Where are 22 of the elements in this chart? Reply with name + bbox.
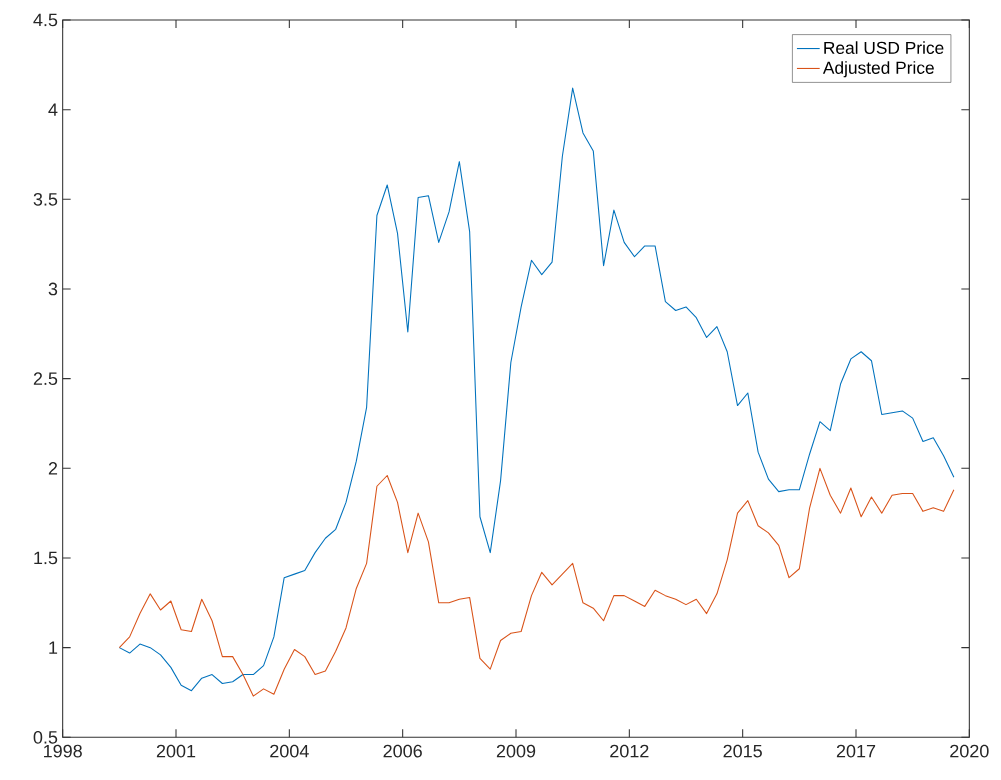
x-tick-label: 2009	[496, 744, 536, 758]
x-tick-label: 2004	[270, 744, 309, 758]
y-tick-label: 3	[48, 282, 58, 296]
x-tick-label: 2006	[383, 744, 422, 758]
x-tick-label: 2012	[610, 744, 649, 758]
x-tick-label: 2017	[836, 744, 876, 758]
y-tick-label: 0.5	[33, 730, 58, 744]
x-tick-label: 2015	[723, 744, 762, 758]
x-tick-label: 1998	[44, 744, 82, 758]
x-tick-label: 2001	[156, 744, 196, 758]
y-tick-label: 4.5	[33, 13, 58, 27]
x-tick-label: 2020	[950, 744, 989, 758]
line-series	[118, 87, 955, 692]
y-tick-label: 2	[48, 462, 58, 475]
legend-label: Adjusted Price	[822, 61, 934, 78]
y-tick-label: 4	[48, 103, 58, 116]
y-tick-label: 1.5	[34, 551, 58, 565]
y-tick-label: 1	[49, 641, 58, 654]
y-tick-label: 2.5	[33, 372, 58, 386]
legend-label: Real USD Price	[824, 41, 944, 54]
y-tick-label: 3.5	[33, 192, 58, 206]
line-series	[118, 467, 955, 697]
